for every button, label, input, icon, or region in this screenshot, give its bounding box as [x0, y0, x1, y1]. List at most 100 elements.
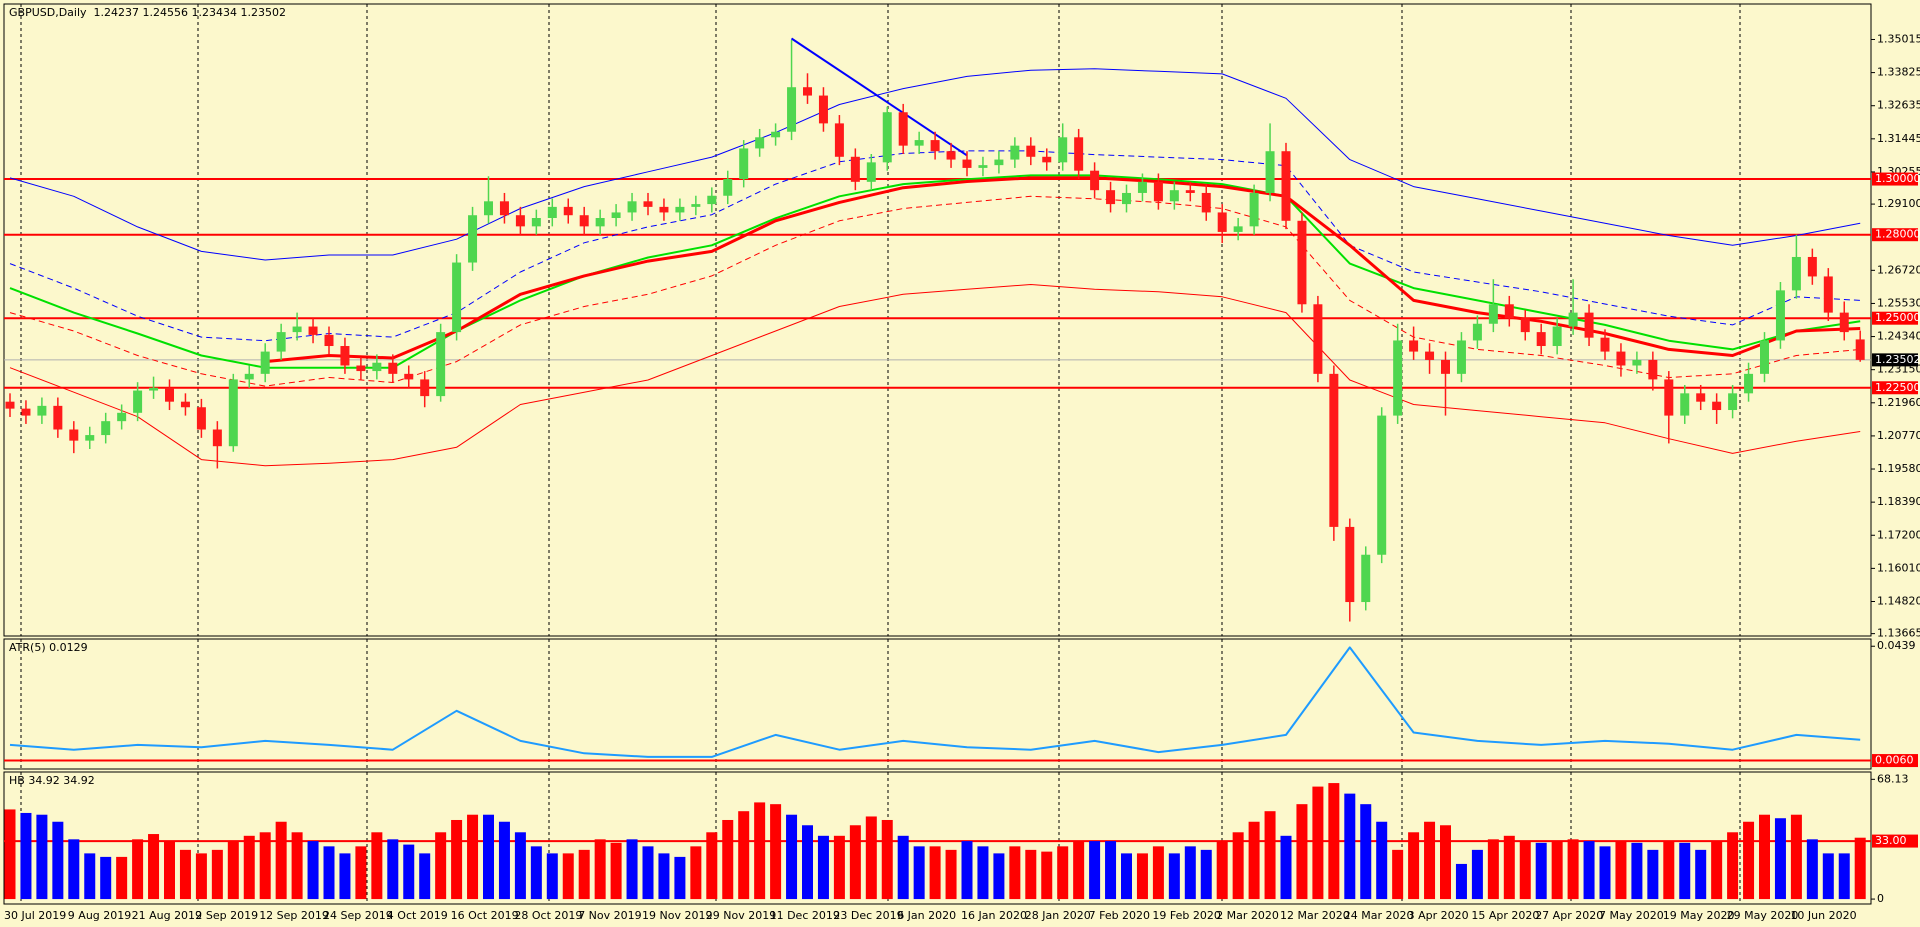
- histogram-bar: [1089, 841, 1101, 900]
- candle-body: [818, 95, 828, 124]
- candle-body: [1425, 351, 1435, 360]
- candle-body: [1042, 156, 1052, 163]
- histogram-bar: [227, 841, 239, 900]
- histogram-bar: [817, 835, 829, 900]
- candle-body: [563, 206, 573, 216]
- x-tick-label: 21 Aug 2019: [132, 909, 202, 922]
- y-tick-label: 1.29100: [1877, 197, 1920, 210]
- candle-body: [595, 218, 605, 227]
- x-tick-label: 30 Jul 2019: [4, 909, 66, 922]
- candle-body: [1377, 415, 1387, 555]
- histogram-bar: [1535, 842, 1547, 900]
- histogram-bar: [164, 841, 175, 900]
- histogram-bar: [259, 832, 271, 900]
- x-tick-label: 4 Oct 2019: [387, 909, 448, 922]
- x-tick-label: 3 Apr 2020: [1408, 909, 1469, 922]
- candle-body: [1855, 339, 1865, 360]
- candle-body: [1616, 351, 1626, 366]
- candle-body: [149, 387, 159, 391]
- histogram-bar: [562, 853, 574, 900]
- candle-body: [1536, 332, 1546, 347]
- histogram-bar: [1296, 804, 1308, 900]
- candle-body: [914, 140, 924, 146]
- candle-body: [803, 87, 812, 96]
- candle-body: [1393, 340, 1403, 416]
- candle-body: [21, 408, 31, 416]
- candle-body: [1313, 304, 1323, 374]
- histogram-bar: [403, 844, 415, 900]
- histogram-bar: [275, 821, 287, 900]
- histogram-bar: [68, 839, 80, 900]
- histogram-bar: [1471, 849, 1483, 900]
- histogram-bar: [1806, 839, 1818, 900]
- atr-line: [9, 646, 1861, 758]
- x-tick-label: 7 May 2020: [1599, 909, 1664, 922]
- x-tick-label: 27 Apr 2020: [1535, 909, 1603, 922]
- histogram-bar: [770, 804, 782, 900]
- histogram-bar: [307, 841, 319, 900]
- histogram-bar: [706, 832, 718, 900]
- histogram-bar: [546, 853, 558, 900]
- x-tick-label: 12 Mar 2020: [1280, 909, 1350, 922]
- histogram-bar: [148, 834, 160, 900]
- candle-body: [515, 215, 525, 227]
- candle-body: [611, 212, 621, 219]
- candle-body: [1345, 526, 1355, 603]
- histogram-bar: [52, 821, 64, 900]
- histogram-bar: [211, 849, 223, 900]
- histogram-bar: [1759, 814, 1770, 900]
- histogram-bar: [1408, 832, 1420, 900]
- histogram-bar: [754, 802, 766, 900]
- candle-body: [1632, 359, 1642, 366]
- histogram-bar: [1248, 821, 1260, 900]
- histogram-bar: [1136, 853, 1148, 900]
- indicator-line: [9, 150, 1861, 342]
- histogram-bar: [786, 814, 798, 900]
- histogram-bar: [498, 821, 510, 900]
- candle-body: [1839, 312, 1849, 333]
- candle-body: [1026, 145, 1036, 157]
- histogram-bar: [1567, 839, 1579, 900]
- candle-body: [1712, 401, 1722, 411]
- histogram-bar: [371, 832, 383, 900]
- y-tick-label: 68.13: [1877, 772, 1909, 785]
- candle-body: [707, 195, 717, 205]
- histogram-bar: [387, 839, 399, 900]
- histogram-bar: [355, 846, 367, 900]
- candle-body: [1409, 340, 1419, 352]
- x-tick-label: 9 Aug 2019: [68, 909, 131, 922]
- candle-body: [1297, 220, 1307, 305]
- histogram-bar: [323, 846, 335, 900]
- indicator-line: [265, 176, 1861, 364]
- candle-body: [85, 435, 95, 441]
- panel: [3, 3, 1872, 637]
- candle-body: [1090, 170, 1100, 191]
- candle-body: [531, 218, 541, 227]
- candle-body: [1728, 393, 1738, 411]
- histogram-bar: [1105, 841, 1117, 900]
- histogram-bar: [132, 839, 144, 900]
- y-tick-label: 1.33825: [1877, 66, 1920, 79]
- histogram-bar: [658, 853, 670, 900]
- candle-body: [180, 401, 190, 408]
- histogram-bar: [1838, 853, 1850, 900]
- candle-body: [739, 148, 749, 180]
- candle-body: [1504, 304, 1514, 319]
- histogram-bar: [1854, 837, 1866, 900]
- histogram-bar: [913, 846, 925, 900]
- histogram-bar: [674, 856, 686, 900]
- x-tick-label: 16 Oct 2019: [451, 909, 519, 922]
- level-label-box: [1872, 754, 1918, 768]
- histogram-bar: [594, 839, 606, 900]
- histogram-bar: [1631, 842, 1643, 900]
- candle-body: [324, 334, 334, 347]
- candle-body: [691, 204, 701, 207]
- y-tick-label: 1.16010: [1877, 561, 1920, 574]
- histogram-bar: [738, 811, 750, 900]
- histogram-bar: [1822, 853, 1834, 900]
- candle-body: [212, 429, 222, 447]
- indicator-line: [9, 195, 1861, 387]
- x-tick-label: 2 Mar 2020: [1216, 909, 1279, 922]
- candle-body: [882, 112, 892, 163]
